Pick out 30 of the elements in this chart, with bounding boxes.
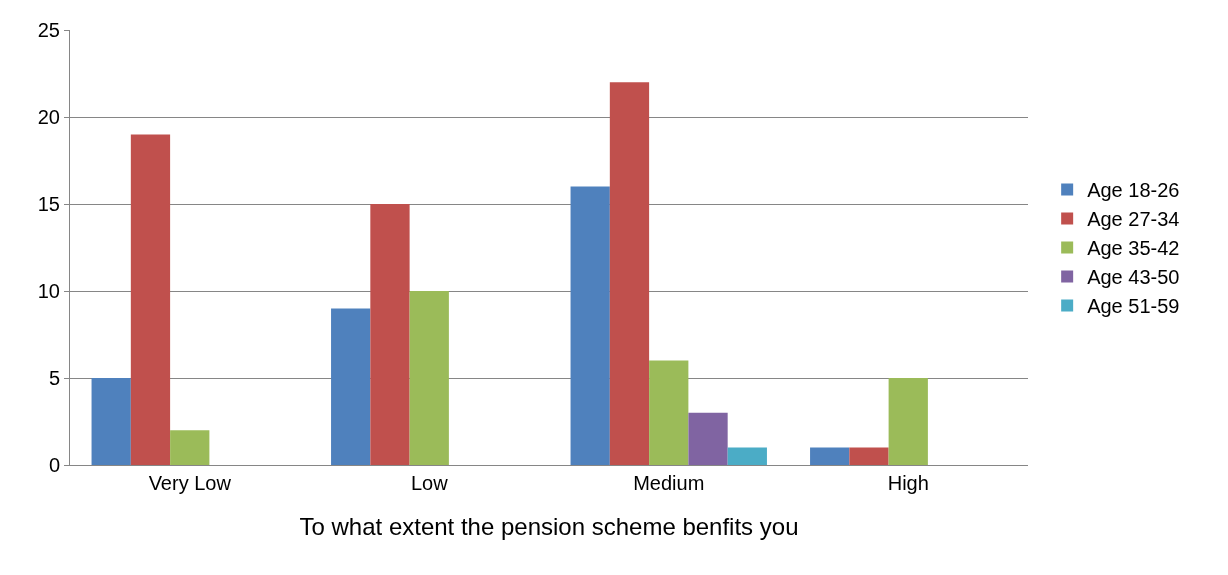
y-tick-label: 25 [37, 19, 60, 41]
bar [810, 447, 850, 465]
bar [888, 378, 928, 465]
bar [409, 291, 449, 465]
bar [570, 186, 610, 465]
x-tick-label: Very Low [148, 472, 232, 494]
y-tick-label: 20 [37, 106, 60, 128]
x-axis-title: To what extent the pension scheme benfits you [299, 513, 799, 541]
legend-label: Age 18-26 [1087, 179, 1180, 202]
x-tick-label: Medium [633, 472, 705, 494]
bar [331, 308, 371, 465]
x-tick-label: High [887, 472, 929, 494]
bar [688, 412, 728, 465]
y-tick-label: 0 [48, 454, 60, 476]
bar [649, 360, 689, 465]
bar [91, 378, 131, 465]
bar [130, 134, 171, 465]
y-tick-label: 10 [37, 280, 60, 302]
legend-label: Age 27-34 [1087, 208, 1180, 231]
legend-label: Age 35-42 [1087, 237, 1180, 260]
bar [609, 82, 650, 465]
legend-label: Age 43-50 [1087, 266, 1180, 289]
legend-label: Age 51-59 [1087, 295, 1180, 318]
x-tick-label: Low [410, 472, 449, 494]
bar [370, 204, 410, 465]
bar [170, 430, 210, 465]
y-tick-label: 5 [48, 367, 60, 389]
bar [727, 447, 767, 465]
y-tick-label: 15 [37, 193, 60, 215]
bar [849, 447, 889, 465]
